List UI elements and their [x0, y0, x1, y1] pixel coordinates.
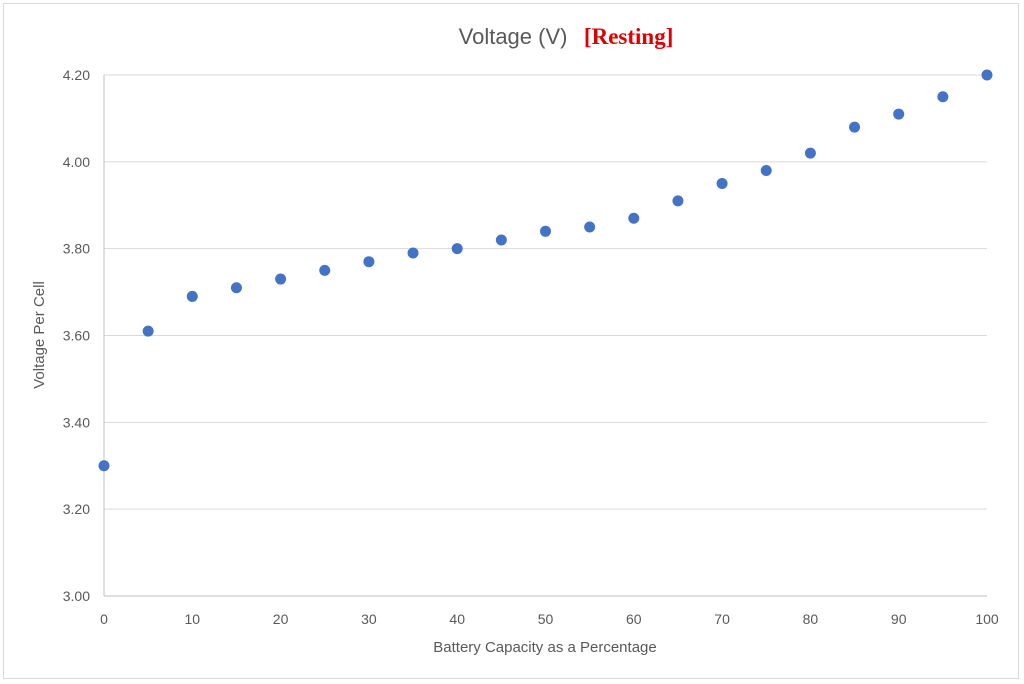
- data-point: [584, 221, 596, 233]
- data-point: [672, 195, 684, 207]
- data-point: [716, 178, 728, 190]
- chart-title-main: Voltage (V): [459, 24, 568, 49]
- y-axis-title: Voltage Per Cell: [31, 281, 48, 389]
- y-tick-label: 3.40: [63, 414, 90, 430]
- data-point: [540, 225, 551, 237]
- data-point: [275, 273, 287, 285]
- x-tick-label: 60: [626, 611, 642, 627]
- data-point: [142, 325, 154, 337]
- data-point: [186, 290, 198, 302]
- x-tick-labels: 0 10 20 30 40 50 60 70 80 90 100: [100, 611, 999, 627]
- y-tick-label: 3.60: [63, 328, 90, 344]
- data-point: [451, 243, 463, 255]
- data-points: [98, 69, 993, 472]
- y-tick-labels: 3.00 3.20 3.40 3.60 3.80 4.00 4.20: [63, 67, 90, 604]
- x-tick-label: 90: [891, 611, 907, 627]
- data-point: [319, 264, 331, 276]
- x-tick-label: 10: [185, 611, 201, 627]
- chart-title: Voltage (V) [Resting]: [459, 24, 674, 49]
- y-tick-label: 4.00: [63, 154, 90, 170]
- chart-frame: [3, 3, 1019, 679]
- data-point: [937, 91, 949, 103]
- x-tick-label: 50: [538, 611, 554, 627]
- x-tick-label: 0: [100, 611, 108, 627]
- data-point: [495, 234, 507, 246]
- y-tick-label: 3.20: [63, 501, 90, 517]
- y-tick-label: 3.80: [63, 241, 90, 257]
- data-point: [98, 460, 110, 472]
- axes: [103, 75, 987, 597]
- x-tick-label: 30: [361, 611, 377, 627]
- data-point: [804, 147, 816, 159]
- x-tick-label: 100: [975, 611, 999, 627]
- x-tick-label: 70: [714, 611, 730, 627]
- y-tick-label: 3.00: [63, 588, 90, 604]
- x-axis-title: Battery Capacity as a Percentage: [433, 639, 656, 656]
- data-point: [893, 108, 905, 120]
- data-point: [849, 121, 861, 133]
- y-tick-label: 4.20: [63, 67, 90, 83]
- data-point: [407, 247, 419, 259]
- data-point: [760, 165, 772, 177]
- x-tick-label: 80: [803, 611, 819, 627]
- data-point: [363, 256, 375, 268]
- gridlines: [104, 74, 987, 510]
- data-point: [981, 69, 993, 81]
- data-point: [628, 212, 640, 224]
- x-tick-label: 40: [449, 611, 465, 627]
- chart-title-tag: [Resting]: [584, 24, 673, 49]
- x-tick-label: 20: [273, 611, 289, 627]
- data-point: [230, 282, 242, 294]
